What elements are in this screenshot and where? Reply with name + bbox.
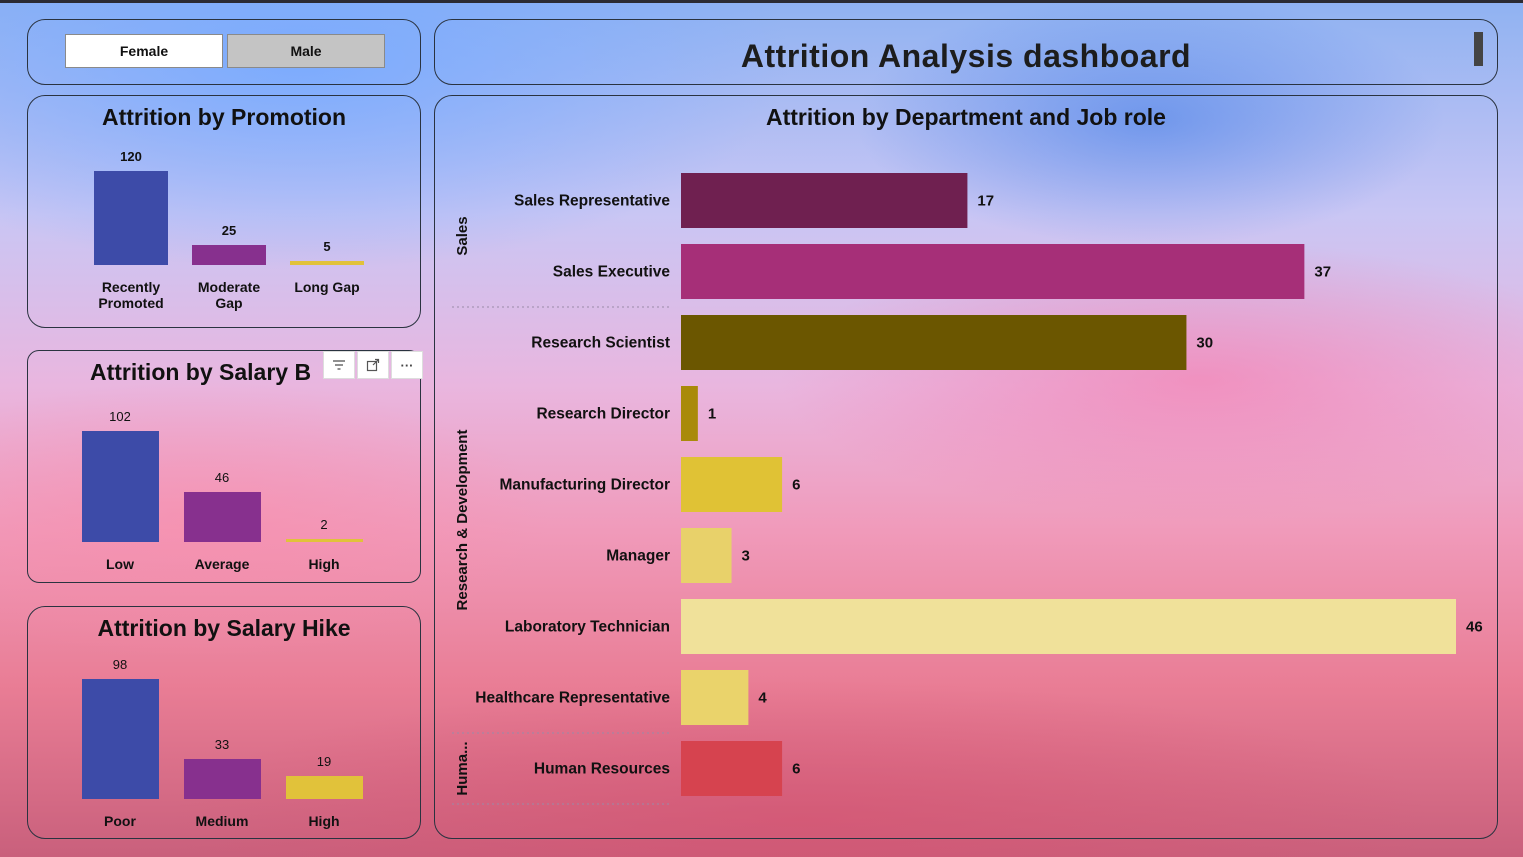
promotion-bar[interactable] <box>290 261 364 265</box>
salary-band-category-label: Average <box>194 556 250 572</box>
salary-hike-value-label: 19 <box>316 753 332 769</box>
salary-hike-value-label: 33 <box>214 736 230 752</box>
salary-band-value-label: 2 <box>320 517 328 532</box>
salary-band-bar[interactable] <box>81 431 159 542</box>
male-slicer-button[interactable]: Male <box>227 34 385 68</box>
promotion-value-label: 120 <box>120 149 142 164</box>
salary-hike-panel: Attrition by Salary Hike <box>27 606 421 839</box>
department-panel: Attrition by Department and Job role <box>434 95 1498 839</box>
salary-hike-value-label: 98 <box>112 657 128 672</box>
salary-hike-category-label: Poor <box>104 813 136 829</box>
dashboard-title: Attrition Analysis dashboard <box>740 38 1192 74</box>
visual-toolbar: ··· <box>323 351 423 379</box>
salary-hike-title: Attrition by Salary Hike <box>97 615 351 641</box>
female-slicer-button[interactable]: Female <box>65 34 223 68</box>
salary-band-panel: Attrition by Salary B <box>27 350 421 583</box>
salary-hike-category-label: Medium <box>195 813 249 829</box>
salary-band-bar[interactable] <box>183 491 261 542</box>
salary-band-bar[interactable] <box>285 539 363 542</box>
salary-band-category-label: Low <box>106 556 134 572</box>
header-panel <box>434 19 1498 85</box>
gender-slicer-panel <box>27 19 421 85</box>
salary-band-title: Attrition by Salary B <box>90 359 312 385</box>
promotion-title: Attrition by Promotion <box>101 104 347 130</box>
salary-hike-bar[interactable] <box>81 679 159 799</box>
salary-hike-category-label: High <box>308 813 340 829</box>
filter-icon[interactable] <box>323 351 355 379</box>
more-options-icon[interactable]: ··· <box>391 351 423 379</box>
window-top-edge <box>0 0 1523 3</box>
salary-hike-bar[interactable] <box>285 775 363 799</box>
promotion-category-label: Moderate Gap <box>197 279 261 311</box>
salary-hike-bar[interactable] <box>183 758 261 799</box>
salary-band-value-label: 102 <box>109 409 131 424</box>
promotion-value-label: 5 <box>323 239 331 255</box>
promotion-bar[interactable] <box>94 171 168 265</box>
department-title: Attrition by Department and Job role <box>766 104 1166 130</box>
promotion-value-label: 25 <box>221 223 237 239</box>
salary-band-category-label: High <box>308 556 340 572</box>
focus-mode-icon[interactable] <box>357 351 389 379</box>
promotion-bar[interactable] <box>192 245 266 265</box>
promotion-panel: Attrition by Promotion <box>27 95 421 328</box>
scrollbar-handle[interactable] <box>1474 32 1483 66</box>
salary-band-value-label: 46 <box>214 469 230 485</box>
promotion-category-label: Long Gap <box>294 279 360 295</box>
promotion-category-label: Recently Promoted <box>98 279 164 311</box>
